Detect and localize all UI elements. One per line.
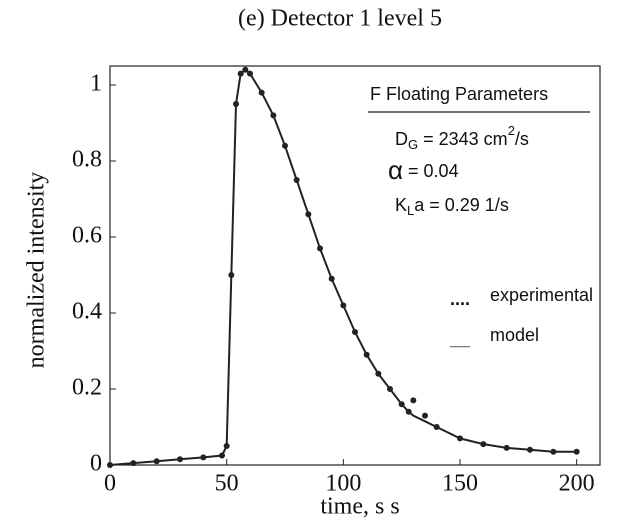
annotation-part: G	[408, 137, 418, 152]
annotation-part: D	[395, 129, 408, 149]
annotation: DG = 2343 cm2/s	[395, 123, 529, 152]
annotation-part: = 2343 cm	[418, 129, 508, 149]
y-axis-label: normalized intensity	[24, 172, 50, 369]
y-tick-label: 0.6	[72, 223, 102, 249]
x-tick-label: 150	[442, 471, 478, 497]
x-axis-label: time, s s	[320, 494, 399, 520]
x-tick-label: 0	[104, 471, 116, 497]
data-point	[410, 397, 417, 404]
annotation-part: K	[395, 195, 407, 215]
y-tick-label: 0.8	[72, 147, 102, 173]
annotation-part: a = 0.29 1/s	[414, 195, 509, 215]
y-tick-label: 0.4	[72, 299, 102, 325]
chart-title: (e) Detector 1 level 5	[238, 6, 442, 32]
x-tick-label: 200	[559, 471, 595, 497]
x-tick-label: 50	[215, 471, 239, 497]
annotation-part: /s	[515, 129, 529, 149]
legend-symbol: ....	[450, 289, 470, 309]
y-tick-label: 0.2	[72, 375, 102, 401]
annotation-part: 2	[508, 123, 515, 138]
annotation-part: α	[388, 155, 403, 185]
annotation-part: F Floating Parameters	[370, 84, 548, 104]
annotation-part: L	[407, 203, 414, 218]
data-point	[422, 412, 428, 419]
plot-frame	[109, 65, 601, 466]
legend-symbol: __	[449, 329, 471, 349]
y-tick-label: 1	[90, 71, 102, 97]
annotation-part: = 0.04	[403, 161, 459, 181]
legend-label: model	[490, 325, 539, 345]
annotation: KLa = 0.29 1/s	[395, 195, 509, 219]
model-line	[109, 68, 577, 466]
y-tick-label: 0	[90, 451, 102, 477]
legend-label: experimental	[490, 285, 593, 305]
annotation: F Floating Parameters	[370, 84, 548, 104]
annotation: α = 0.04	[388, 155, 459, 185]
x-tick-label: 100	[325, 471, 361, 497]
